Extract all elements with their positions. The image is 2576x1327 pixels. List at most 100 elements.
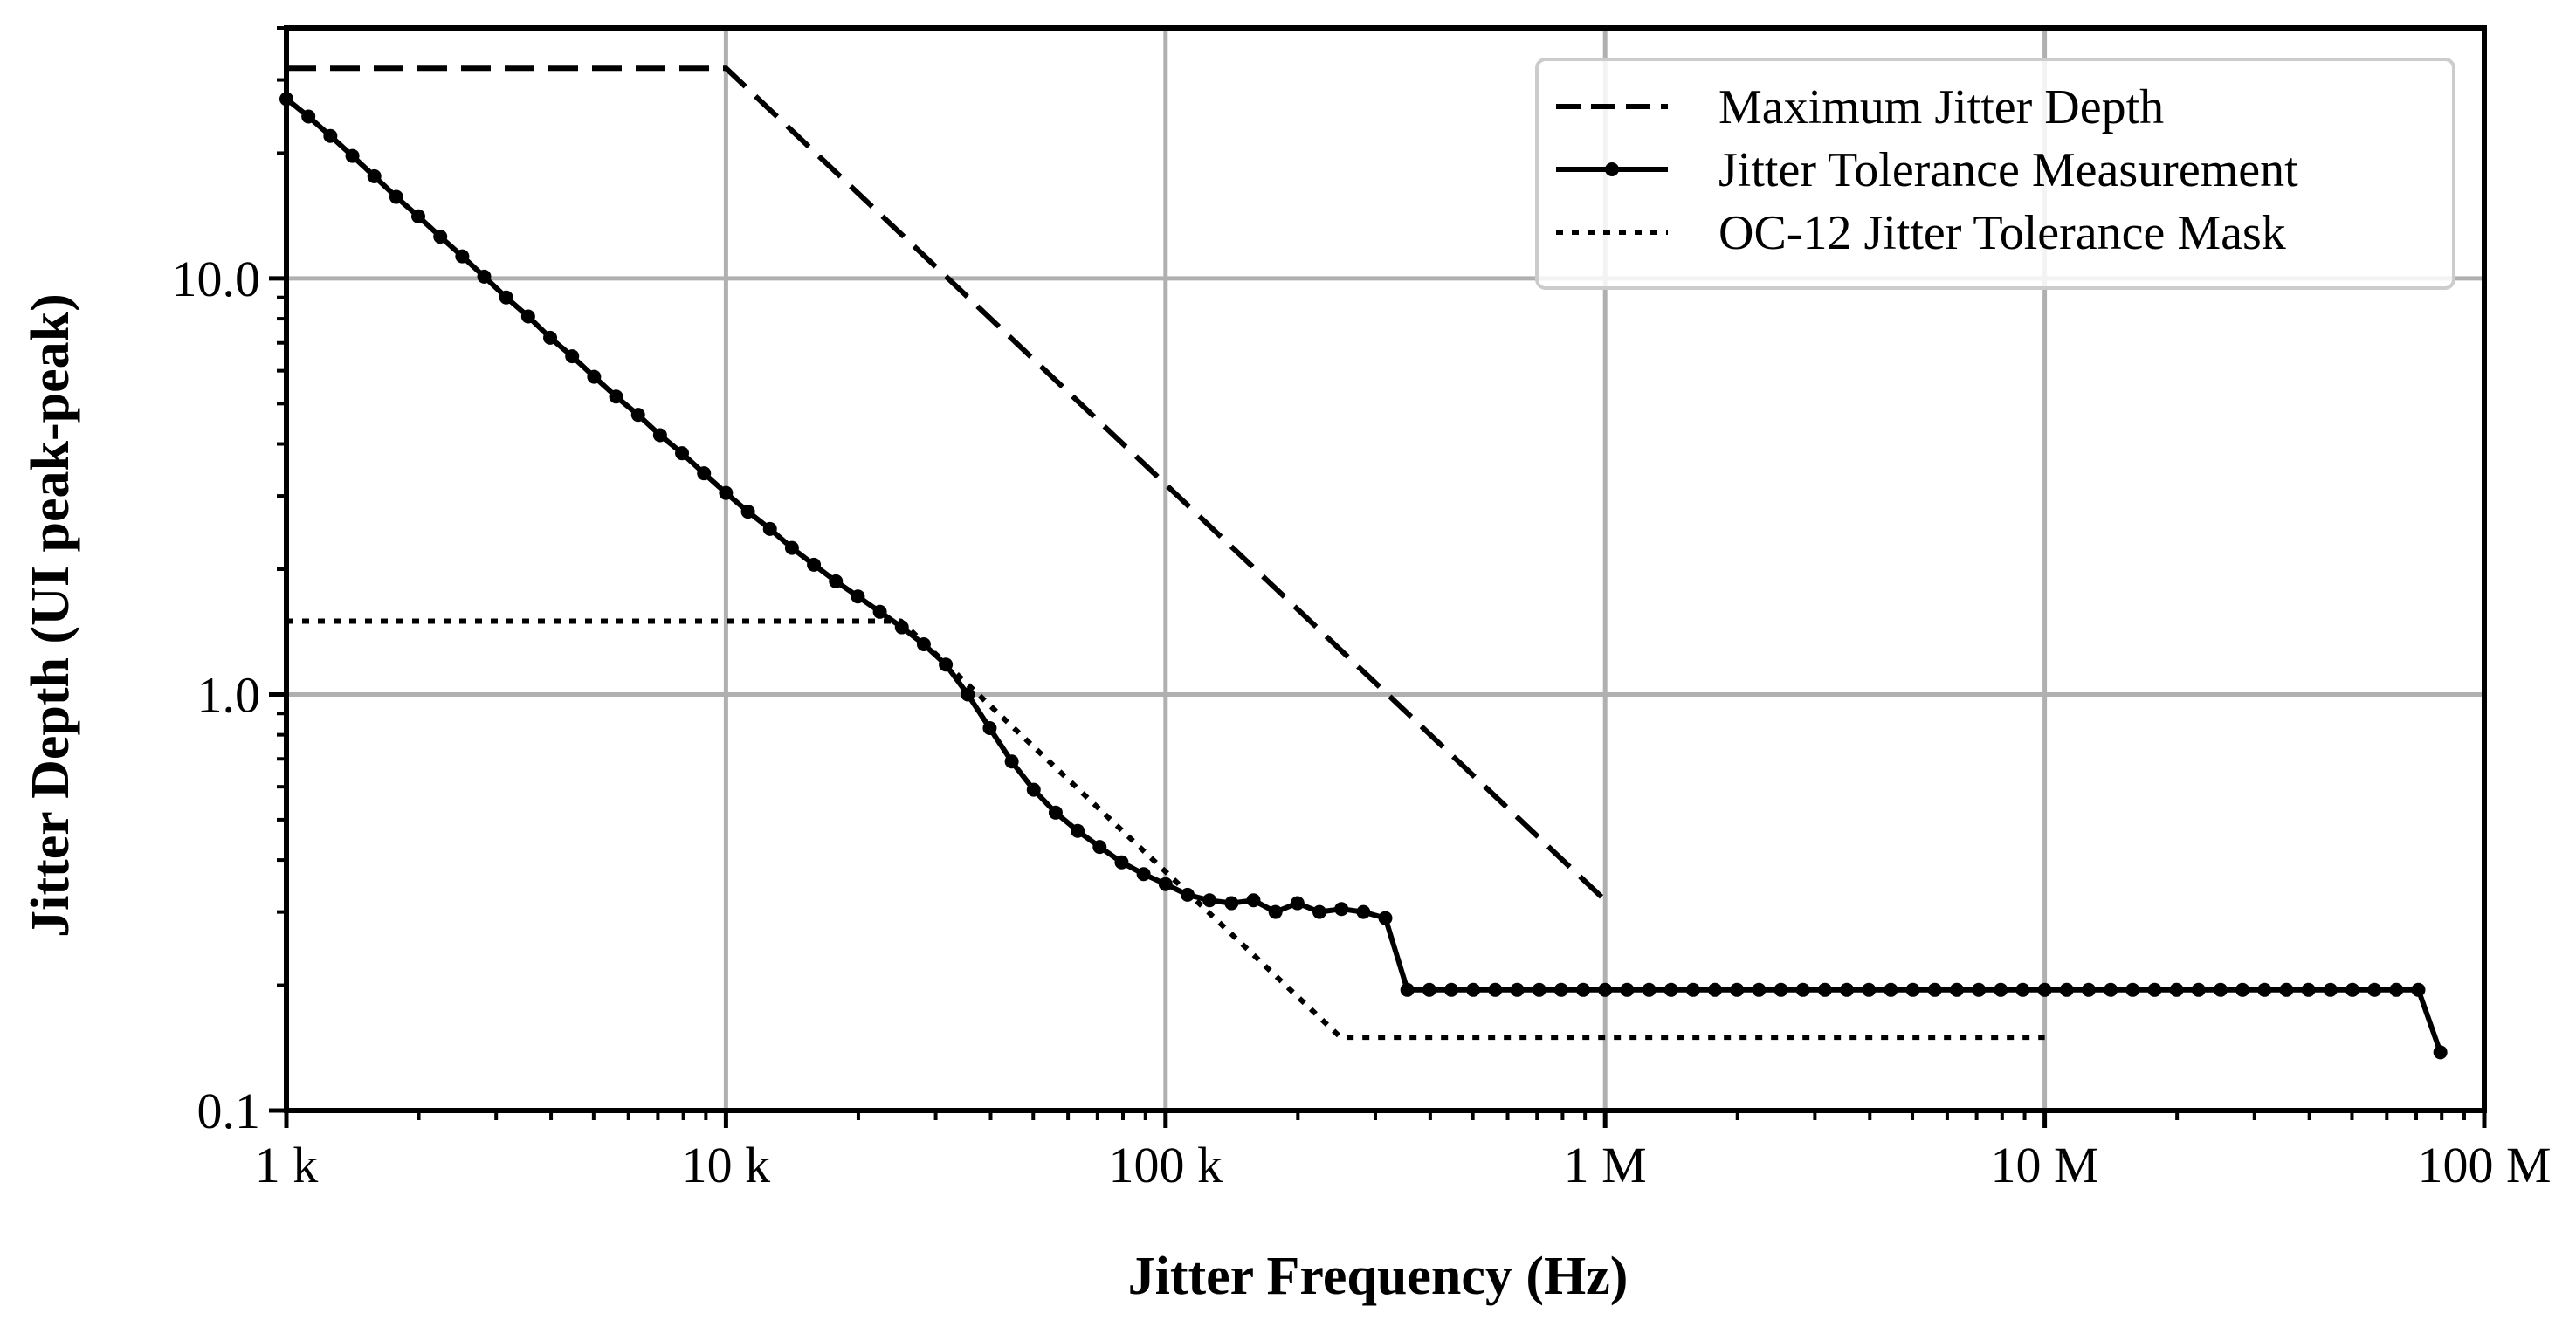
data-point: [2389, 982, 2404, 997]
data-point: [2213, 982, 2228, 997]
data-point: [1752, 982, 1767, 997]
data-point: [719, 485, 734, 500]
data-point: [851, 589, 865, 604]
data-point: [1862, 982, 1877, 997]
legend-label-jitter-tolerance-measurement: Jitter Tolerance Measurement: [1718, 143, 2298, 197]
data-point: [2147, 982, 2162, 997]
data-point: [1642, 982, 1656, 997]
data-point: [520, 309, 535, 324]
x-tick-label: 1 M: [1564, 1137, 1647, 1193]
data-point: [1268, 904, 1283, 919]
data-point: [1071, 823, 1085, 838]
data-point: [2015, 982, 2030, 997]
data-point: [1510, 982, 1525, 997]
data-point: [1334, 902, 1349, 917]
data-point: [1246, 893, 1261, 908]
y-tick-label: 0.1: [197, 1083, 261, 1139]
data-point: [1422, 982, 1436, 997]
data-point: [630, 408, 645, 423]
data-point: [609, 389, 623, 404]
data-point: [455, 249, 470, 264]
series-line-maximum-jitter-depth: [286, 65, 1608, 903]
data-point: [1817, 982, 1832, 997]
data-point: [762, 521, 777, 536]
data-point: [565, 349, 580, 364]
data-point: [1972, 982, 1987, 997]
x-tick-label: 10 k: [682, 1137, 771, 1193]
data-point: [1224, 896, 1239, 911]
data-point: [1795, 982, 1810, 997]
data-point: [652, 428, 667, 443]
data-point: [1466, 982, 1481, 997]
data-point: [2301, 982, 2316, 997]
x-axis-title: Jitter Frequency (Hz): [1128, 1247, 1629, 1306]
data-point: [1488, 982, 1503, 997]
data-point: [2059, 982, 2074, 997]
data-point: [367, 168, 382, 183]
data-point: [2257, 982, 2272, 997]
data-point: [2169, 982, 2184, 997]
data-point: [1356, 904, 1371, 919]
data-point: [784, 540, 799, 555]
series-line-oc-12-jitter-tolerance-mask: [286, 618, 2045, 1041]
data-point: [1312, 904, 1326, 919]
data-point: [2191, 982, 2206, 997]
data-point: [1202, 893, 1217, 908]
data-point: [1158, 877, 1173, 891]
y-axis-title: Jitter Depth (UI peak-peak): [21, 293, 80, 938]
data-point: [2235, 982, 2250, 997]
data-point: [1663, 982, 1678, 997]
data-point: [410, 209, 425, 223]
data-point: [1048, 805, 1063, 820]
data-point: [323, 128, 338, 143]
data-point: [2323, 982, 2338, 997]
data-point: [740, 505, 755, 519]
data-point: [1114, 855, 1129, 870]
data-point: [982, 721, 997, 736]
data-point: [2345, 982, 2359, 997]
legend-marker: [1605, 162, 1619, 176]
data-point: [389, 189, 403, 204]
data-point: [675, 446, 690, 461]
data-point: [1136, 867, 1151, 882]
data-point: [2037, 982, 2052, 997]
data-point: [1620, 982, 1635, 997]
data-point: [1774, 982, 1788, 997]
legend-box: [1535, 58, 2455, 290]
data-point: [1004, 754, 1019, 769]
data-point: [1905, 982, 1920, 997]
data-point: [829, 574, 844, 588]
x-tick-label: 10 M: [1991, 1137, 2099, 1193]
data-point: [1378, 911, 1393, 925]
data-point: [1290, 896, 1305, 911]
x-tick-label: 100 k: [1109, 1137, 1223, 1193]
data-point: [1840, 982, 1855, 997]
data-point: [1708, 982, 1723, 997]
data-point: [2433, 1045, 2448, 1060]
data-point: [2081, 982, 2096, 997]
x-tick-label: 100 M: [2417, 1137, 2551, 1193]
data-point: [1598, 982, 1613, 997]
data-point: [1092, 840, 1107, 855]
axes-layer: 1 k 10 k 100 k 1 M 10 M 100 M 0.1 1.0 10.0: [172, 25, 2552, 1193]
data-point: [1685, 982, 1700, 997]
data-point: [807, 557, 822, 572]
data-point: [477, 269, 492, 284]
data-point: [1994, 982, 2008, 997]
data-point: [1730, 982, 1745, 997]
data-point: [2279, 982, 2294, 997]
data-point: [1026, 782, 1041, 797]
data-point: [499, 290, 513, 305]
y-tick-label: 1.0: [197, 666, 261, 723]
data-point: [1444, 982, 1459, 997]
data-point: [1949, 982, 1964, 997]
data-point: [2367, 982, 2382, 997]
data-point: [1927, 982, 1942, 997]
legend-label-maximum-jitter-depth: Maximum Jitter Depth: [1718, 80, 2164, 134]
data-point: [1532, 982, 1546, 997]
data-point: [587, 369, 602, 384]
data-point: [2125, 982, 2140, 997]
data-point: [697, 466, 712, 481]
data-point: [301, 109, 316, 124]
